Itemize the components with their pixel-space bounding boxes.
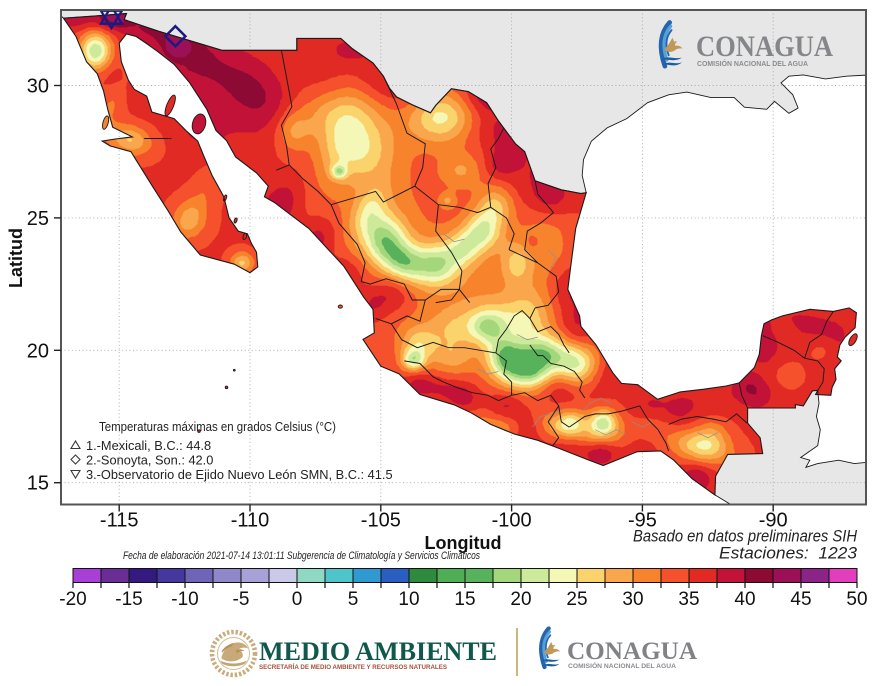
svg-text:Basado en datos preliminares S: Basado en datos preliminares SIH <box>633 527 858 546</box>
svg-text:45: 45 <box>790 589 811 610</box>
svg-text:Longitud: Longitud <box>425 533 502 553</box>
svg-text:15: 15 <box>454 589 475 610</box>
svg-text:-110: -110 <box>231 510 270 532</box>
svg-text:Estaciones: 1223: Estaciones: 1223 <box>719 544 858 563</box>
svg-text:Temperaturas máximas en grados: Temperaturas máximas en grados Celsius (… <box>99 419 336 434</box>
svg-text:3.-Observatorio de Ejido Nuevo: 3.-Observatorio de Ejido Nuevo León SMN,… <box>86 467 393 482</box>
svg-text:-100: -100 <box>492 510 532 532</box>
svg-text:Latitud: Latitud <box>6 228 26 288</box>
svg-text:15: 15 <box>27 473 49 495</box>
svg-text:SECRETARÍA DE MEDIO AMBIENTE Y: SECRETARÍA DE MEDIO AMBIENTE Y RECURSOS … <box>259 662 448 671</box>
svg-text:-95: -95 <box>628 510 657 532</box>
svg-text:MEDIO AMBIENTE: MEDIO AMBIENTE <box>259 636 497 666</box>
svg-text:2.-Sonoyta, Son.: 42.0: 2.-Sonoyta, Son.: 42.0 <box>86 453 213 468</box>
svg-text:CONAGUA: CONAGUA <box>696 30 833 63</box>
svg-text:25: 25 <box>566 589 587 610</box>
svg-text:30: 30 <box>27 76 49 98</box>
svg-text:0: 0 <box>292 589 303 610</box>
svg-text:-115: -115 <box>100 510 139 532</box>
svg-text:35: 35 <box>678 589 699 610</box>
svg-text:10: 10 <box>398 589 419 610</box>
svg-text:40: 40 <box>734 589 755 610</box>
svg-text:CONAGUA: CONAGUA <box>567 638 697 665</box>
svg-text:20: 20 <box>510 589 531 610</box>
svg-text:COMISIÓN NACIONAL DEL AGUA: COMISIÓN NACIONAL DEL AGUA <box>568 662 677 670</box>
svg-text:-15: -15 <box>115 589 142 610</box>
svg-text:-90: -90 <box>759 510 788 532</box>
svg-text:COMISIÓN NACIONAL DEL AGUA: COMISIÓN NACIONAL DEL AGUA <box>697 59 808 68</box>
svg-text:50: 50 <box>846 589 867 610</box>
svg-text:20: 20 <box>27 340 49 362</box>
svg-text:30: 30 <box>622 589 643 610</box>
svg-text:-105: -105 <box>361 510 401 532</box>
svg-text:25: 25 <box>27 208 49 230</box>
svg-text:-20: -20 <box>59 589 86 610</box>
svg-text:1.-Mexicali, B.C.: 44.8: 1.-Mexicali, B.C.: 44.8 <box>86 438 211 453</box>
svg-text:-10: -10 <box>171 589 198 610</box>
svg-text:-5: -5 <box>233 589 250 610</box>
svg-text:Fecha de elaboración 2021-07-1: Fecha de elaboración 2021-07-14 13:01:11… <box>123 550 480 562</box>
svg-text:5: 5 <box>348 589 359 610</box>
